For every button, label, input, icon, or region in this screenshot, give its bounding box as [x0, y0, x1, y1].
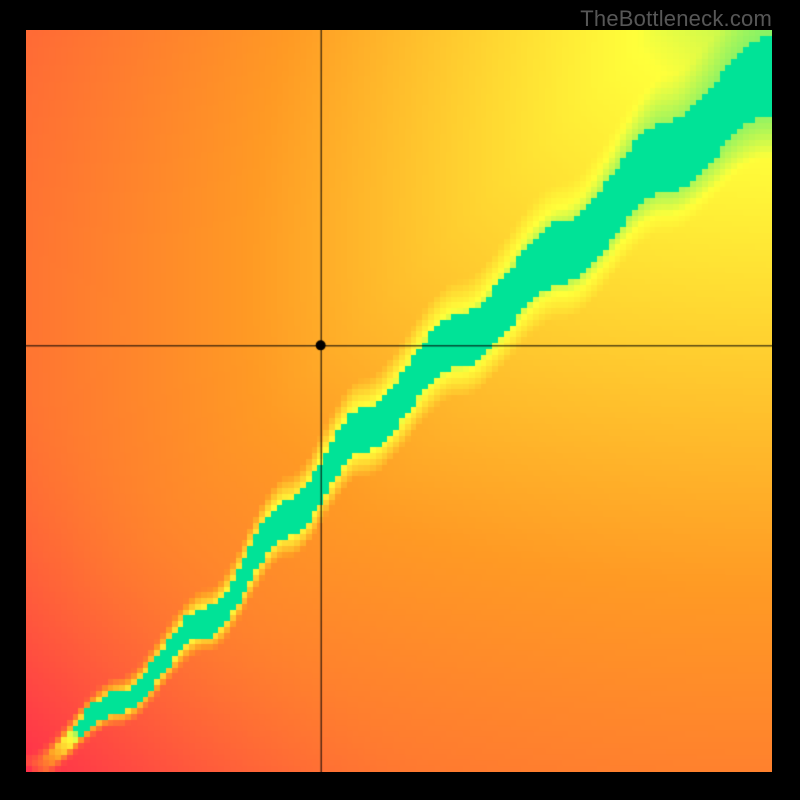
chart-frame: TheBottleneck.com — [0, 0, 800, 800]
heatmap-plot — [26, 30, 772, 772]
heatmap-canvas — [26, 30, 772, 772]
watermark-text: TheBottleneck.com — [580, 6, 772, 32]
